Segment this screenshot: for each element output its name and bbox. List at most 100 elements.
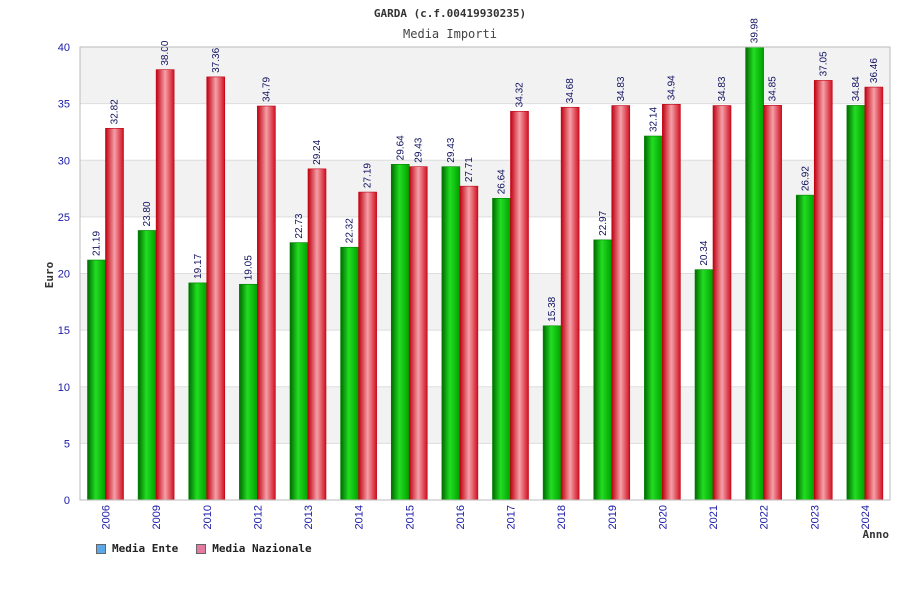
bar-media-ente: [390, 164, 410, 501]
data-label: 23.80: [142, 201, 153, 226]
data-label: 34.85: [768, 76, 779, 101]
data-label: 22.73: [294, 213, 305, 238]
x-tick-label: 2010: [202, 505, 214, 529]
bar-media-ente: [137, 230, 157, 501]
y-tick-label: 40: [58, 42, 70, 54]
x-tick-label: 2006: [101, 505, 113, 529]
bar-media-ente: [694, 269, 714, 501]
data-label: 26.92: [800, 166, 811, 191]
y-tick-label: 35: [58, 99, 70, 111]
data-label: 32.14: [648, 107, 659, 132]
bar-media-nazionale: [105, 128, 124, 501]
x-tick-label: 2019: [607, 505, 619, 529]
data-label: 37.05: [818, 51, 829, 76]
y-tick-label: 15: [58, 325, 70, 337]
x-tick-label: 2015: [404, 505, 416, 529]
data-labels: 21.19 32.82 23.80 38.00 19.17 37.36 19.05 34.79…: [92, 18, 880, 322]
data-label: 27.19: [363, 163, 374, 188]
data-label: 22.97: [598, 210, 609, 235]
bar-media-nazionale: [510, 111, 529, 501]
legend-item-media-nazionale: Media Nazionale: [196, 542, 312, 555]
bar-media-ente: [188, 282, 208, 501]
bar-media-ente: [542, 325, 562, 501]
data-label: 39.98: [750, 18, 761, 43]
bar-media-nazionale: [307, 168, 327, 501]
chart-subtitle: Media Importi: [403, 27, 497, 41]
plot-frame: [79, 46, 891, 501]
bar-media-ente: [846, 105, 866, 501]
legend-label-media-nazionale: Media Nazionale: [212, 542, 312, 555]
x-tick-label: 2021: [708, 505, 720, 529]
data-label: 29.43: [413, 137, 424, 162]
data-label: 20.34: [699, 240, 710, 265]
legend: Media Ente Media Nazionale: [96, 542, 312, 555]
bar-media-nazionale: [712, 105, 732, 501]
bar-media-nazionale: [206, 76, 226, 501]
data-label: 29.43: [446, 137, 457, 162]
y-axis-ticks: 0 5 10 15 20 25 30 35 40: [58, 42, 70, 507]
bar-media-ente: [745, 46, 764, 501]
bar-media-ente: [593, 239, 613, 501]
legend-swatch-media-nazionale: [196, 543, 207, 554]
bar-media-ente: [441, 166, 461, 501]
data-label: 34.68: [565, 78, 576, 103]
data-label: 15.38: [547, 296, 558, 321]
bar-media-nazionale: [763, 105, 782, 501]
data-label: 19.17: [193, 253, 204, 278]
data-label: 37.36: [211, 47, 222, 72]
x-tick-label: 2022: [759, 505, 771, 529]
x-tick-label: 2016: [455, 505, 467, 529]
y-axis-label: Euro: [43, 261, 56, 288]
y-tick-label: 0: [64, 495, 70, 507]
bar-media-nazionale: [358, 191, 377, 501]
x-tick-label: 2023: [809, 505, 821, 529]
x-tick-label: 2009: [151, 505, 163, 529]
data-label: 29.24: [312, 139, 323, 164]
x-tick-label: 2012: [252, 505, 264, 529]
data-label: 19.05: [243, 255, 254, 280]
bar-media-nazionale: [459, 185, 479, 501]
data-label: 26.64: [497, 169, 508, 194]
legend-swatch-media-ente: [96, 543, 106, 554]
data-label: 27.71: [464, 157, 475, 182]
data-label: 34.94: [666, 75, 677, 100]
data-label: 21.19: [92, 231, 103, 256]
data-label: 34.83: [616, 76, 627, 101]
data-label: 29.64: [395, 135, 406, 160]
data-label: 34.83: [717, 76, 728, 101]
x-tick-label: 2014: [354, 505, 366, 529]
data-label: 36.46: [869, 58, 880, 83]
x-tick-label: 2017: [506, 505, 518, 529]
data-label: 34.84: [851, 76, 862, 101]
legend-label-media-ente: Media Ente: [112, 542, 179, 555]
y-tick-label: 20: [58, 269, 70, 281]
bar-media-ente: [289, 242, 309, 501]
bar-media-ente: [239, 283, 258, 501]
bar-media-nazionale: [560, 106, 580, 501]
bar-media-nazionale: [813, 80, 833, 501]
x-axis-ticks: 2006 2009 2010 2012 2013 2014 2015 2016 2017 2018…: [101, 505, 872, 529]
data-label: 38.00: [160, 40, 171, 65]
bar-media-ente: [795, 194, 815, 501]
y-tick-label: 25: [58, 212, 70, 224]
x-tick-label: 2024: [860, 505, 872, 529]
bar-media-nazionale: [662, 104, 681, 501]
bar-media-ente: [644, 135, 663, 501]
y-tick-label: 10: [58, 382, 70, 394]
legend-item-media-ente: Media Ente: [96, 542, 178, 555]
bar-media-nazionale: [864, 86, 884, 501]
data-label: 34.32: [515, 82, 526, 107]
data-label: 32.82: [110, 99, 121, 124]
bar-media-ente: [340, 246, 359, 501]
x-axis-label: Anno: [863, 528, 890, 541]
bar-media-nazionale: [611, 105, 631, 501]
bar-media-nazionale: [155, 69, 175, 501]
bar-media-nazionale: [408, 166, 428, 501]
x-tick-label: 2013: [303, 505, 315, 529]
x-tick-label: 2020: [657, 505, 669, 529]
data-label: 34.79: [261, 77, 272, 102]
x-tick-label: 2018: [556, 505, 568, 529]
bars: [87, 46, 884, 501]
y-tick-label: 30: [58, 155, 70, 167]
